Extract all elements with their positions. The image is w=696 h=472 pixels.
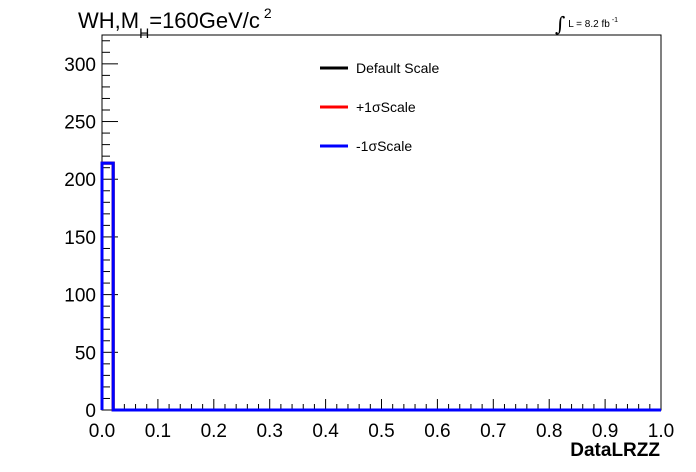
luminosity-superscript: -1 <box>611 17 619 24</box>
y-tick-label: 200 <box>64 170 96 191</box>
y-tick-label: 50 <box>75 343 96 364</box>
luminosity-text: L = 8.2 fb <box>568 19 610 30</box>
x-tick-label: 0.5 <box>368 421 394 442</box>
x-axis-title: DataLRZZ <box>570 440 660 461</box>
x-tick-label: 0.4 <box>312 421 339 442</box>
y-tick-label: 300 <box>64 55 96 76</box>
legend-label-0: Default Scale <box>356 60 439 76</box>
series-line-2 <box>100 161 661 412</box>
legend-label-2: -1σScale <box>356 138 412 154</box>
chart-title-rest: =160GeV/c <box>149 8 260 33</box>
chart-title-subscript: H <box>139 25 150 41</box>
legend-label-1: +1σScale <box>356 99 416 115</box>
legend: Default Scale +1σScale -1σScale <box>320 60 439 154</box>
x-tick-label: 0.3 <box>256 421 282 442</box>
chart-title: WH,MH=160GeV/c 2 <box>78 5 272 41</box>
series-line-0 <box>100 161 661 412</box>
integral-symbol: ∫ <box>555 12 566 36</box>
x-tick-label: 0.0 <box>89 421 115 442</box>
x-tick-label: 0.1 <box>145 421 171 442</box>
luminosity-label: ∫ L = 8.2 fb -1 <box>555 8 619 36</box>
x-tick-label: 0.6 <box>424 421 450 442</box>
series-group <box>100 161 661 412</box>
axes-group: 0 50 100 150 200 250 300 0.0 0.1 0.2 0.3 0.4 0.5 0.6 0… <box>64 40 674 442</box>
y-tick-label: 150 <box>64 228 96 249</box>
x-tick-label: 0.9 <box>592 421 618 442</box>
x-tick-label: 0.7 <box>480 421 506 442</box>
chart-title-base: WH,M <box>78 8 140 33</box>
y-tick-label: 0 <box>85 401 96 422</box>
x-tick-label: 0.2 <box>201 421 227 442</box>
y-tick-label: 100 <box>64 286 96 307</box>
series-line-1 <box>100 161 661 412</box>
plot-frame <box>101 34 662 411</box>
y-tick-label: 250 <box>64 113 96 134</box>
x-tick-label: 1.0 <box>648 421 674 442</box>
chart-title-superscript: 2 <box>263 5 272 21</box>
x-tick-label: 0.8 <box>536 421 562 442</box>
